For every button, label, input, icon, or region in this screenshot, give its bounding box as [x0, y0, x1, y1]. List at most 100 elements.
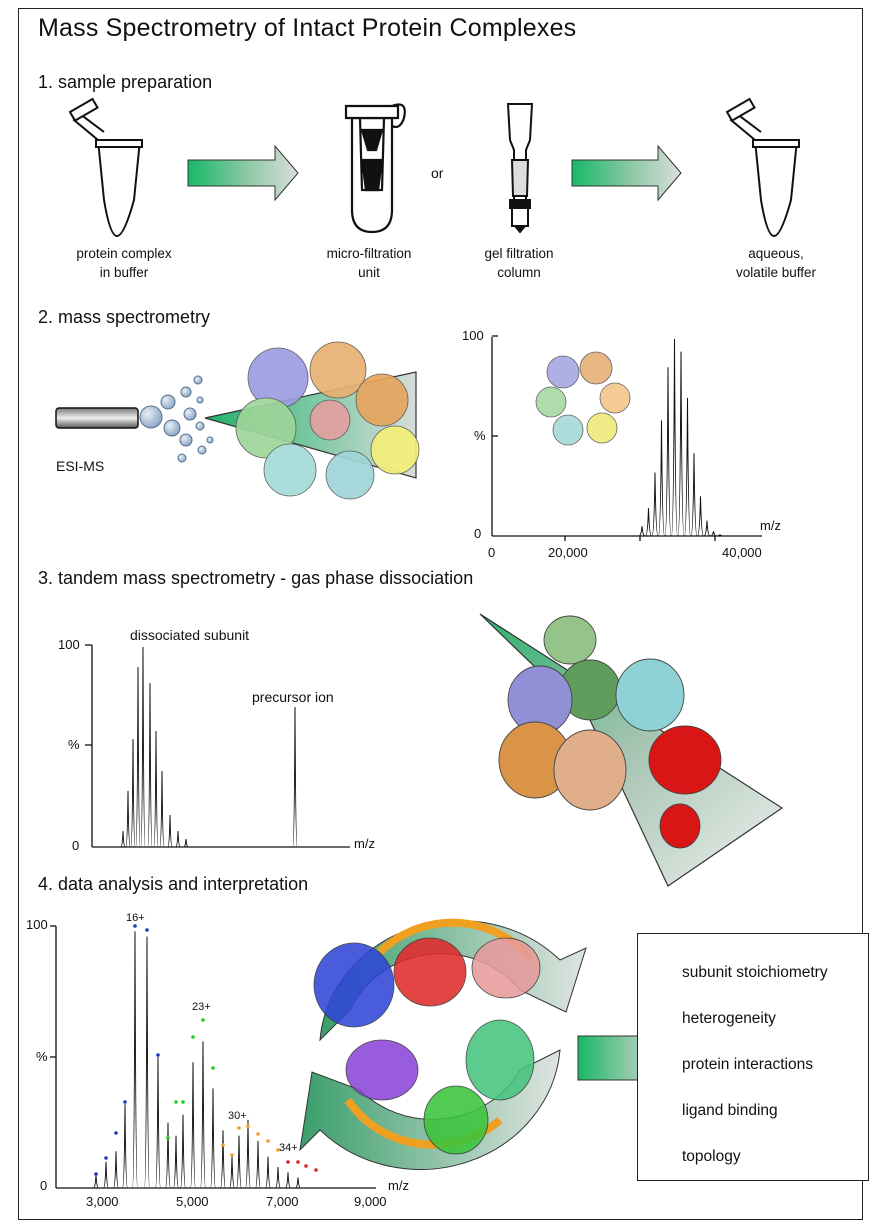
analysis-peak [285, 1172, 291, 1189]
charge-marker [296, 1160, 300, 1164]
volatile-buffer-label: aqueous, volatile buffer [735, 246, 817, 280]
analysis-y-zero: 0 [40, 1178, 48, 1193]
analysis-peak [275, 1167, 281, 1189]
analysis-peak [122, 1104, 128, 1189]
section-mass-spectrometry: 2. mass spectrometry [38, 307, 211, 327]
analysis-y-top: 100 [26, 917, 48, 932]
tandem-y-zero: 0 [72, 838, 80, 853]
dissociated-subunit-label: dissociated subunit [130, 627, 250, 643]
charge-marker [304, 1164, 308, 1168]
analysis-peak [155, 1056, 161, 1189]
charge-marker [156, 1053, 160, 1057]
figure-title: Mass Spectrometry of Intact Protein Comp… [38, 14, 577, 42]
charge-marker [123, 1100, 127, 1104]
electrospray-droplets [139, 375, 214, 463]
tandem-spectrum-axes [85, 644, 350, 848]
ms-x-tick-1: 20,000 [548, 545, 588, 560]
charge-marker [256, 1132, 260, 1136]
charge-marker [237, 1126, 241, 1130]
ms-spectrum-peaks [638, 338, 724, 537]
results-box: subunit stoichiometry heterogeneity prot… [637, 933, 869, 1181]
ms-y-mid: % [474, 428, 486, 443]
charge-marker [174, 1100, 178, 1104]
charge-marker [314, 1168, 318, 1172]
analysis-spectrum-axes [50, 925, 376, 1189]
tandem-peak [167, 814, 173, 848]
analysis-x-tick-2: 7,000 [266, 1194, 299, 1209]
result-stoichiometry: subunit stoichiometry [682, 964, 828, 981]
tandem-peak [125, 790, 131, 848]
or-label: or [431, 165, 444, 181]
micro-filtration-unit-icon [344, 103, 406, 234]
analysis-peak [144, 936, 150, 1189]
tandem-peak [183, 838, 189, 848]
analysis-peak [165, 1122, 171, 1189]
analysis-x-tick-1: 5,000 [176, 1194, 209, 1209]
charge-marker [266, 1139, 270, 1143]
subcomplex-structures [313, 937, 541, 1155]
charge-marker [230, 1153, 234, 1157]
ms-peak [658, 420, 665, 537]
charge-marker [181, 1100, 185, 1104]
ms-peak [684, 397, 691, 537]
analysis-x-tick-0: 3,000 [86, 1194, 119, 1209]
analysis-peak [190, 1062, 196, 1189]
protein-ring-structure [535, 351, 631, 446]
charge-marker [166, 1136, 170, 1140]
tandem-x-unit: m/z [354, 836, 375, 851]
analysis-spectrum-peaks [93, 931, 301, 1189]
analysis-peak [103, 1161, 109, 1189]
charge-marker [246, 1124, 250, 1128]
ms-peak [645, 508, 652, 537]
result-protein-interactions: protein interactions [682, 1056, 813, 1073]
process-arrow-1 [187, 144, 299, 202]
charge-marker [286, 1160, 290, 1164]
analysis-peak [265, 1156, 271, 1189]
tandem-peak [147, 682, 153, 848]
micro-filtration-label: micro-filtration unit [326, 246, 412, 280]
esi-ms-label: ESI-MS [56, 458, 105, 474]
section-tandem-ms: 3. tandem mass spectrometry - gas phase … [38, 568, 474, 588]
charge-marker [211, 1066, 215, 1070]
charge-label-34: 34+ [279, 1142, 298, 1154]
ms-peak [677, 351, 685, 537]
charge-label-16: 16+ [126, 912, 145, 924]
analysis-peak [295, 1177, 301, 1189]
charge-marker [191, 1035, 195, 1039]
tandem-peak [120, 830, 126, 848]
tandem-peak [153, 730, 159, 848]
section-sample-preparation: 1. sample preparation [38, 72, 213, 92]
tandem-peak [292, 706, 298, 848]
tandem-y-mid: % [68, 737, 80, 752]
figure-frame [18, 8, 863, 1220]
analysis-peak [113, 1151, 119, 1189]
gel-filtration-label: gel filtration column [484, 246, 554, 280]
analysis-peak [255, 1140, 261, 1189]
analysis-peak [180, 1114, 186, 1189]
result-ligand-binding: ligand binding [682, 1102, 778, 1119]
analysis-peak [210, 1088, 216, 1189]
charge-marker [104, 1156, 108, 1160]
dissociating-complex-structure [498, 615, 722, 849]
result-heterogeneity: heterogeneity [682, 1010, 776, 1027]
ms-peak [716, 534, 724, 537]
analysis-peak [93, 1174, 99, 1189]
analysis-y-mid: % [36, 1049, 48, 1064]
protein-complex-structure [235, 341, 420, 500]
ms-peak [710, 531, 717, 537]
ms-spectrum-axes [491, 335, 762, 541]
analysis-peak [173, 1135, 179, 1189]
ms-peak [671, 338, 678, 537]
tandem-peak [140, 646, 146, 848]
charge-marker [221, 1143, 225, 1147]
ms-peak [703, 520, 711, 537]
ms-y-top: 100 [462, 328, 484, 343]
precursor-ion-label: precursor ion [252, 689, 334, 705]
ms-peak [697, 496, 704, 537]
analysis-peak [236, 1135, 242, 1189]
analysis-peak [200, 1041, 206, 1189]
ms-x-tick-2: 40,000 [722, 545, 762, 560]
result-topology: topology [682, 1148, 741, 1165]
analysis-x-tick-3: 9,000 [354, 1194, 387, 1209]
